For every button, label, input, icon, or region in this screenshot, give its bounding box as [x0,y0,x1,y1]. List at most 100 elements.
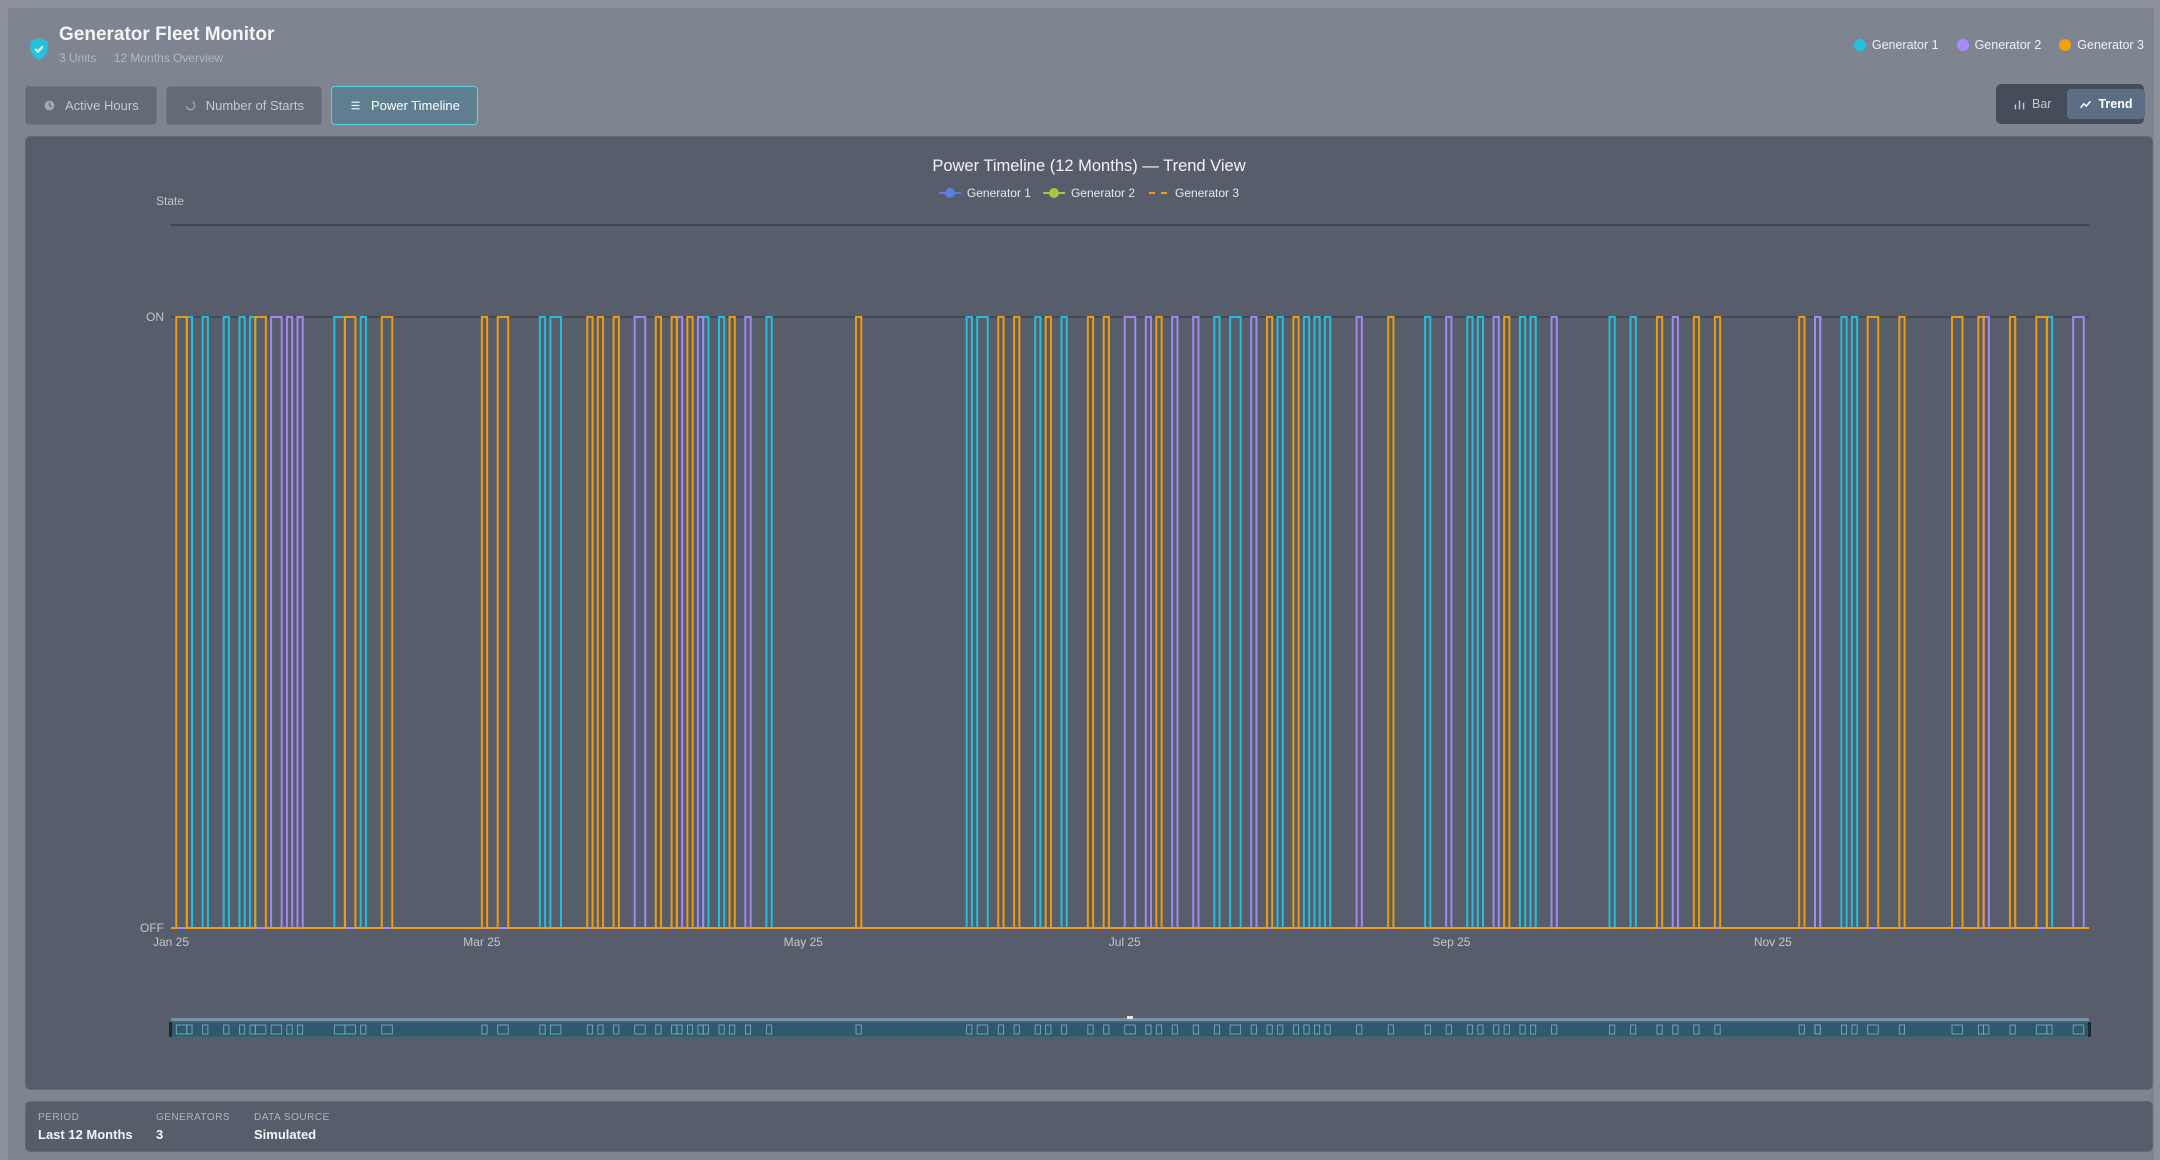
navigator-mark [539,1024,546,1035]
navigator-mark [1303,1024,1310,1035]
navigator-mark [997,1024,1004,1035]
navigator-mark [976,1024,989,1035]
navigator-mark [254,1024,267,1035]
navigator-mark [1292,1024,1300,1035]
navigator-mark [1798,1024,1805,1035]
navigator-mark [1851,1024,1858,1035]
chart-legend-item-generator-2[interactable]: Generator 2 [1042,186,1135,200]
legend-label: Generator 1 [1871,38,1939,52]
series-line-generator-2 [171,316,2089,929]
navigator-mark [1814,1024,1821,1035]
navigator-mark [1840,1024,1848,1035]
navigator-mark [597,1024,604,1035]
navigator-mark [1387,1024,1394,1035]
navigator-mark [2072,1024,2085,1035]
chart-legend-item-generator-3[interactable]: Generator 3 [1147,186,1239,200]
navigator-mark [549,1024,562,1035]
navigator-mark [497,1024,509,1035]
legend-item-generator-1[interactable]: Generator 1 [1853,38,1939,52]
series-line-generator-1 [171,316,2089,929]
app-window: Generator Fleet Monitor 3 Units 12 Month… [8,8,2154,1160]
generator-1-dot-icon [1853,39,1866,51]
navigator-mark [1977,1024,1985,1035]
navigator-mark [270,1024,283,1035]
series-line-generator-3 [171,316,2089,929]
tab-active-hours[interactable]: Active Hours [25,86,157,125]
app-title: Generator Fleet Monitor [59,24,275,45]
navigator-mark [1693,1024,1700,1035]
navigator-mark [1656,1024,1663,1035]
top-legend: Generator 1 Generator 2 Generator 3 [1853,38,2144,52]
navigator-mark [223,1024,230,1035]
navigator-mark [2009,1024,2016,1035]
navigator-mark [1630,1024,1637,1035]
tab-number-of-starts[interactable]: Number of Starts [165,86,322,125]
stat-label: DATA SOURCE [254,1112,330,1123]
navigator-mark [1087,1024,1094,1035]
navigator-mark [1477,1024,1484,1035]
navigator-mark [344,1024,356,1035]
generators-stat: GENERATORS 3 [156,1112,230,1142]
legend-item-generator-3[interactable]: Generator 3 [2059,38,2144,52]
navigator-mark [1266,1024,1273,1035]
x-tick-label: Jan 25 [153,935,189,949]
bar-view-button[interactable]: Bar [2001,89,2063,119]
clock-icon [44,100,55,111]
trend-label: Trend [2098,97,2133,111]
shield-check-icon [30,38,48,60]
chart-legend-label: Generator 1 [966,186,1031,200]
x-tick-label: Jul 25 [1109,935,1141,949]
navigator-mark [1013,1024,1020,1035]
trend-line-icon [2080,100,2092,108]
stat-label: PERIOD [38,1112,80,1123]
navigator-track [171,1018,2089,1021]
navigator-mark [1493,1024,1500,1035]
stat-label: GENERATORS [156,1112,231,1123]
navigator-mark [744,1024,752,1035]
navigator-mark [1714,1024,1721,1035]
navigator-grip [1127,1016,1133,1019]
navigator-mark [671,1024,678,1035]
navigator-mark [286,1024,293,1035]
navigator-mark [1124,1024,1136,1035]
navigator-left-handle [169,1022,172,1037]
navigator-mark [1530,1024,1537,1035]
stat-value: Last 12 Months [38,1127,133,1142]
navigator-mark [655,1024,662,1035]
restart-icon [185,101,195,111]
navigator-mark [1314,1024,1321,1035]
units-count: 3 Units [59,51,97,65]
navigator-mark [1061,1024,1068,1035]
navigator-mark [1103,1024,1110,1035]
tab-power-timeline[interactable]: Power Timeline [330,86,478,125]
navigator-mark [481,1024,488,1035]
navigator-mark [1672,1024,1679,1035]
bar-chart-icon [2014,99,2025,109]
x-tick-label: May 25 [784,935,824,949]
navigator-mark [1609,1024,1616,1035]
y-tick-off: OFF [140,921,164,935]
chart-view-toggle: Bar Trend [1996,84,2145,124]
navigator-mark [360,1024,367,1035]
tab-label: Number of Starts [205,98,304,113]
navigator-mark [202,1024,209,1035]
navigator-mark [1213,1024,1220,1035]
trend-view-button[interactable]: Trend [2067,89,2145,119]
chart-legend: Generator 1 Generator 2 Generator 3 [26,186,2152,200]
x-tick-label: Mar 25 [463,935,501,949]
header: Generator Fleet Monitor 3 Units 12 Month… [8,8,2154,78]
navigator-mark [1277,1024,1284,1035]
navigator-window [170,1021,2090,1038]
navigator-mark [697,1024,704,1035]
legend-label: Generator 2 [1974,38,2042,52]
navigator-mark [1155,1024,1163,1035]
navigator-mark [766,1024,773,1035]
navigator-mark [1898,1024,1905,1035]
legend-item-generator-2[interactable]: Generator 2 [1956,38,2042,52]
chart-legend-item-generator-1[interactable]: Generator 1 [938,186,1031,200]
bar-label: Bar [2032,97,2052,111]
dashed-line-icon [1147,188,1169,198]
line-marker-icon [938,188,961,198]
legend-label: Generator 3 [2077,38,2144,52]
